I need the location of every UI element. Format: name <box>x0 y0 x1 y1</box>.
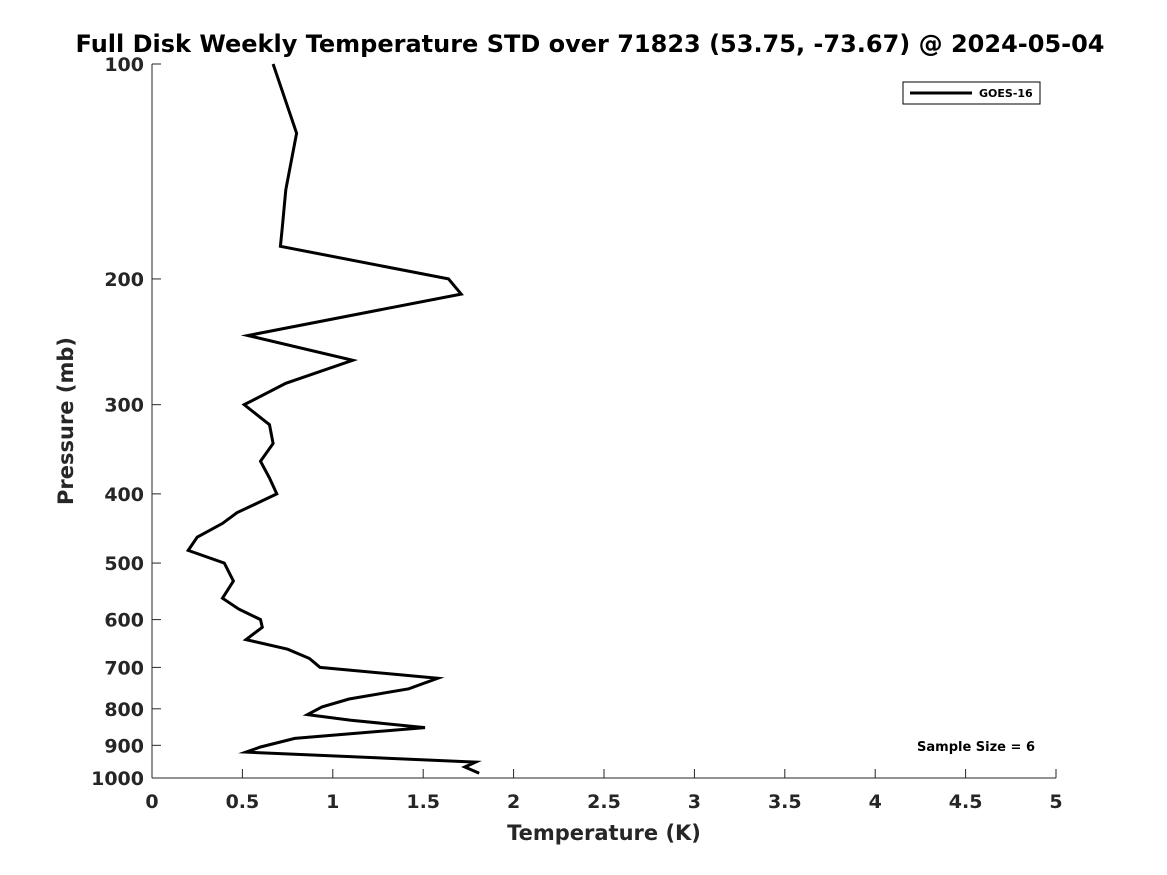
x-tick-label: 1 <box>326 791 339 813</box>
y-tick-label: 1000 <box>91 768 144 790</box>
x-tick-label: 1.5 <box>406 791 440 813</box>
y-tick-label: 900 <box>104 735 144 757</box>
x-tick-label: 3 <box>688 791 701 813</box>
x-tick-label: 2.5 <box>587 791 621 813</box>
y-tick-label: 600 <box>104 610 144 632</box>
x-tick-label: 2 <box>507 791 520 813</box>
series-line-goes-16 <box>185 63 482 775</box>
y-tick-label: 500 <box>104 553 144 575</box>
y-tick-label: 400 <box>104 484 144 506</box>
legend: GOES-16 <box>902 81 1041 105</box>
legend-label: GOES-16 <box>979 87 1033 100</box>
y-tick-label: 300 <box>104 395 144 417</box>
ticks: 0 0.5 1 1.5 2 2.5 3 3.5 4 4.5 5 100 200 300 400 500 600 7… <box>91 54 1063 813</box>
y-tick-label: 700 <box>104 657 144 679</box>
x-tick-label: 4 <box>869 791 882 813</box>
y-tick-label: 800 <box>104 699 144 721</box>
series-group <box>185 63 482 775</box>
x-tick-label: 4.5 <box>949 791 983 813</box>
x-tick-label: 5 <box>1049 791 1062 813</box>
x-tick-label: 3.5 <box>768 791 802 813</box>
chart-title: Full Disk Weekly Temperature STD over 71… <box>76 30 1105 58</box>
y-axis-label: Pressure (mb) <box>54 337 78 505</box>
x-tick-label: 0 <box>145 791 158 813</box>
y-tick-label: 200 <box>104 269 144 291</box>
y-tick-label: 100 <box>104 54 144 76</box>
axes <box>151 64 1056 779</box>
x-tick-label: 0.5 <box>226 791 260 813</box>
x-axis-label: Temperature (K) <box>507 821 701 845</box>
sample-size-annotation: Sample Size = 6 <box>917 740 1035 755</box>
